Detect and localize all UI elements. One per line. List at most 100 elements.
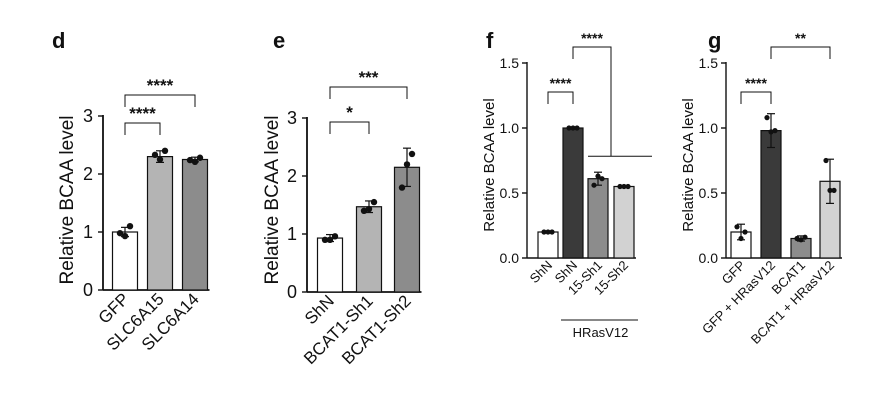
data-point	[827, 187, 833, 193]
y-tick-label: 3	[287, 108, 297, 128]
bar	[613, 185, 635, 259]
bar	[537, 231, 559, 259]
data-point	[591, 182, 597, 188]
data-point	[831, 187, 837, 193]
data-point	[156, 156, 164, 163]
y-axis-label: Relative BCAA level	[57, 116, 78, 285]
data-point	[742, 229, 748, 235]
data-point	[151, 151, 159, 159]
data-point	[196, 154, 204, 161]
data-point	[186, 156, 194, 164]
bar	[562, 127, 584, 259]
significance-bracket	[740, 91, 772, 104]
data-point	[549, 229, 555, 235]
data-point	[595, 173, 601, 179]
y-tick-label: 2	[287, 166, 297, 186]
y-tick-label: 1	[287, 224, 297, 244]
data-point	[365, 205, 373, 213]
y-tick-label: 1.5	[699, 55, 719, 71]
significance-bracket	[547, 91, 574, 104]
bar	[587, 178, 609, 259]
data-point	[772, 128, 778, 134]
significance-label: *	[346, 103, 353, 122]
y-tick-label: 0	[287, 282, 297, 302]
y-tick-label: 2	[83, 164, 93, 184]
significance-bracket	[329, 86, 408, 99]
y-tick-label: 1.0	[500, 120, 520, 136]
significance-label: ****	[550, 75, 572, 91]
bar	[111, 231, 139, 291]
panel-letter-e: e	[273, 28, 285, 53]
data-point	[370, 198, 378, 206]
data-point	[191, 158, 199, 166]
panel-letter-f: f	[486, 28, 494, 53]
y-tick-label: 1.0	[699, 120, 719, 136]
significance-label: ****	[147, 76, 174, 95]
data-point	[794, 235, 800, 242]
significance-bracket	[770, 46, 831, 59]
data-point	[738, 235, 744, 242]
significance-bracket	[124, 122, 161, 135]
bar	[355, 206, 383, 293]
data-point	[734, 224, 740, 230]
data-point	[574, 125, 580, 131]
data-point	[802, 234, 808, 240]
data-point	[599, 176, 605, 182]
significance-label: ***	[359, 68, 379, 87]
significance-bracket	[124, 94, 196, 107]
data-point	[161, 147, 169, 154]
data-point	[326, 236, 334, 243]
data-point	[570, 125, 576, 131]
y-tick-label: 1	[83, 222, 93, 242]
y-tick-label: 0.5	[500, 185, 520, 201]
bar	[393, 166, 421, 293]
data-point	[331, 233, 339, 240]
y-axis-label: Relative BCAA level	[481, 98, 498, 231]
y-tick-label: 1.5	[500, 55, 520, 71]
data-point	[408, 150, 416, 158]
bar	[146, 156, 174, 291]
significance-label: ****	[581, 30, 603, 46]
data-point	[566, 125, 572, 131]
significance-label: **	[795, 30, 806, 46]
y-tick-label: 0.0	[699, 250, 719, 266]
data-point	[798, 237, 804, 243]
data-point	[617, 183, 623, 190]
y-axis-label: Relative BCAA level	[680, 98, 697, 231]
data-point	[625, 183, 631, 190]
significance-bracket	[572, 46, 612, 157]
y-tick-label: 0	[83, 280, 93, 300]
y-tick-label: 3	[83, 106, 93, 126]
category-label: ShN	[527, 258, 555, 286]
significance-label: ****	[129, 104, 156, 123]
data-point	[321, 236, 329, 243]
data-point	[545, 229, 551, 235]
significance-bracket	[329, 121, 370, 134]
group-label: HRasV12	[573, 325, 629, 340]
data-point	[121, 232, 129, 240]
panel-letter-d: d	[52, 28, 65, 53]
data-point	[621, 183, 627, 190]
data-point	[768, 129, 774, 135]
data-point	[541, 229, 547, 235]
y-tick-label: 0.5	[699, 185, 719, 201]
significance-label: ****	[745, 75, 767, 91]
data-point	[116, 229, 124, 237]
bar	[181, 158, 209, 291]
data-point	[403, 161, 411, 168]
data-point	[360, 207, 368, 214]
data-point	[823, 157, 829, 164]
data-point	[126, 223, 134, 230]
bar	[760, 130, 782, 259]
data-point	[764, 115, 770, 121]
data-point	[398, 184, 406, 191]
panel-letter-g: g	[708, 28, 721, 53]
y-axis-label: Relative BCAA level	[262, 116, 283, 285]
y-tick-label: 0.0	[500, 250, 520, 266]
bar	[316, 237, 344, 293]
